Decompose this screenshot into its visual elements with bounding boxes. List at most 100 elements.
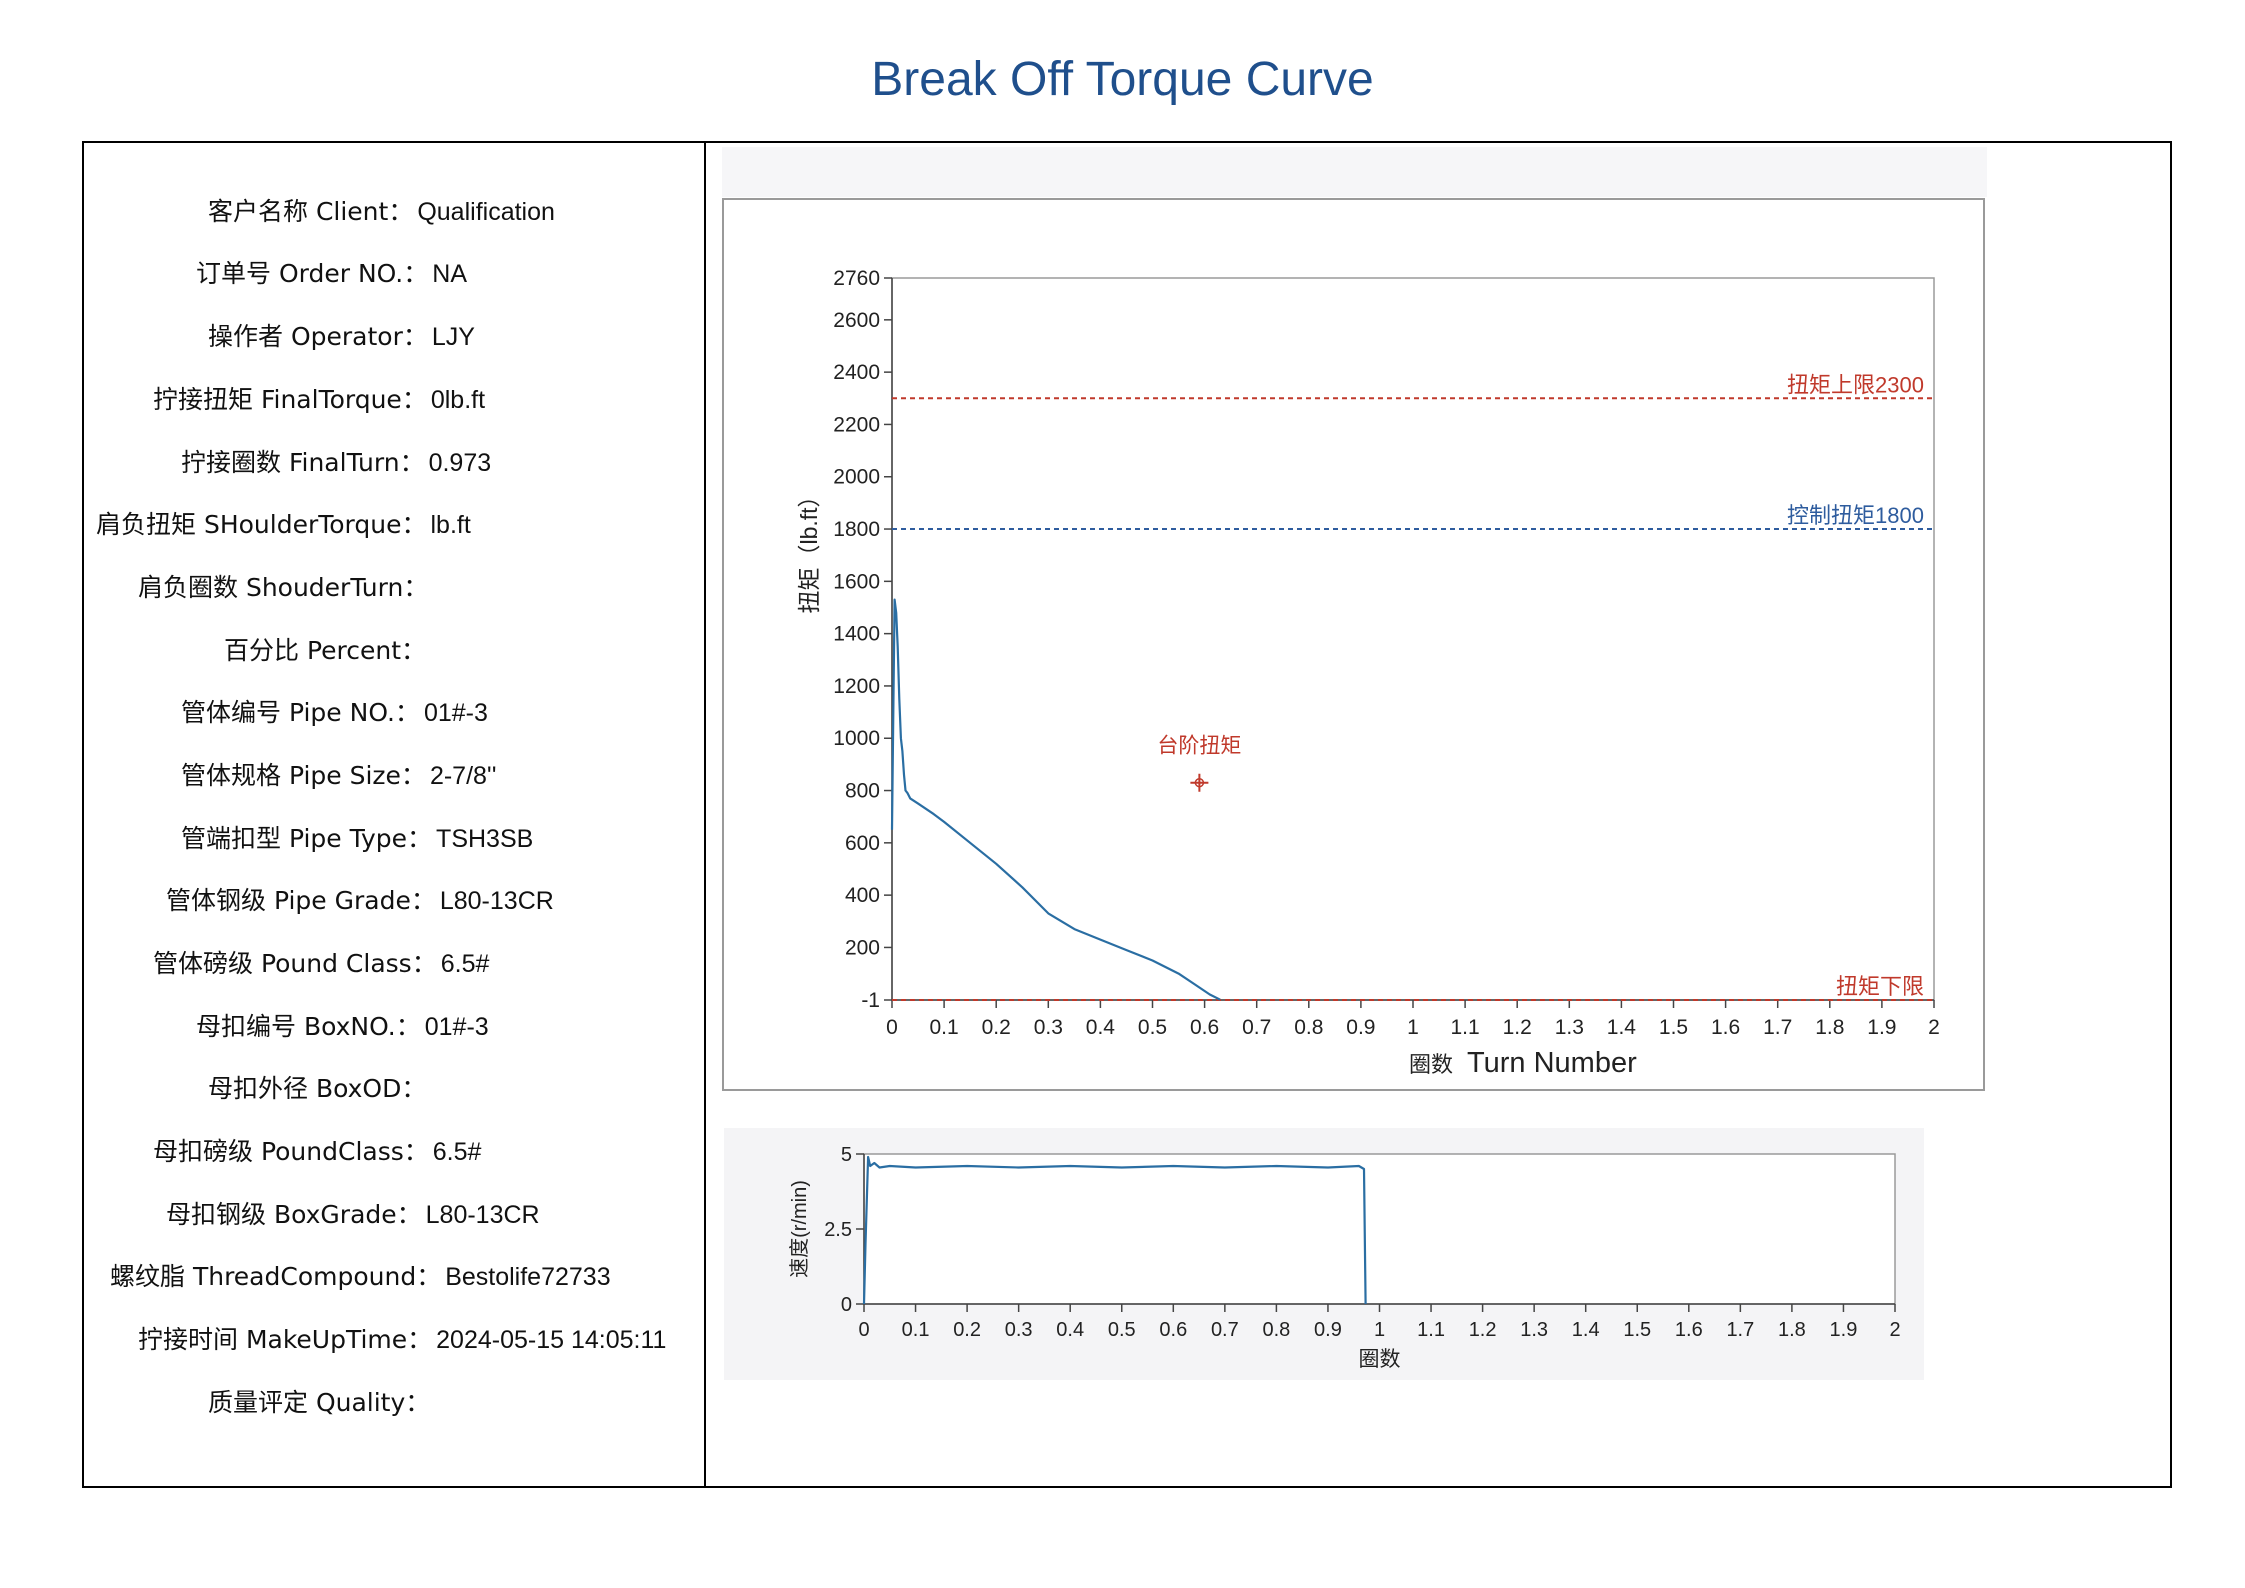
y-tick-label: 800 [845,780,880,803]
info-value: 2024-05-15 14:05:11 [436,1326,667,1354]
speed-x-tick-label: 1.6 [1675,1319,1703,1341]
speed-x-tick-label: 1.7 [1726,1319,1754,1341]
page-title: Break Off Torque Curve [871,53,1374,106]
y-tick-label: 2000 [833,466,880,489]
torque-chart: -120040060080010001200140016001800200022… [796,267,1940,1079]
y-tick-label: 1800 [833,518,880,541]
info-label: 母扣磅级 PoundClass： [153,1137,429,1166]
info-label: 操作者 Operator： [208,322,428,351]
info-value: 01#-3 [423,699,488,727]
speed-x-tick-label: 1.9 [1830,1319,1858,1341]
x-tick-label: 0 [886,1016,898,1039]
x-tick-label: 1.4 [1607,1016,1637,1039]
info-label: 母扣外径 BoxOD： [208,1074,427,1103]
speed-x-tick-label: 0.5 [1108,1319,1136,1341]
y-tick-label: 600 [845,832,880,855]
speed-y-axis-label: 速度(r/min) [788,1180,811,1278]
info-label: 拧接扭矩 FinalTorque： [153,385,427,414]
info-row: 管体磅级 Pound Class： 6.5# [153,944,489,980]
x-tick-label: 1.9 [1867,1016,1896,1039]
info-row: 操作者 Operator： LJY [208,317,475,353]
y-tick-label: 200 [845,936,880,959]
info-label: 管体钢级 Pipe Grade： [166,886,436,915]
info-value: 0.973 [428,449,492,477]
x-tick-label: 0.6 [1190,1016,1219,1039]
x-tick-label: 0.9 [1346,1016,1375,1039]
info-value: lb.ft [430,511,471,539]
speed-plot-area [863,1153,1896,1305]
y-tick-label: 400 [845,884,880,907]
speed-x-tick-label: 1.1 [1417,1319,1445,1341]
info-label: 百分比 Percent： [224,636,427,665]
info-label: 管体磅级 Pound Class： [153,949,437,978]
x-tick-label: 0.2 [982,1016,1011,1039]
info-label: 质量评定 Quality： [208,1388,431,1417]
info-value: TSH3SB [436,825,534,853]
speed-x-tick-label: 1.8 [1778,1319,1806,1341]
y-tick-label: 2200 [833,413,880,436]
speed-chart: 0 2.5 5 0 0.1 0.2 0.3 0.4 0.5 0.6 0.7 0.8 0.9 1 1.1 1.2… [788,1144,1901,1371]
y-tick-label: 2600 [833,309,880,332]
info-row: 母扣钢级 BoxGrade： L80-13CR [166,1195,540,1231]
speed-x-axis-label: 圈数 [1359,1348,1401,1371]
y-tick-label: 1600 [833,570,880,593]
info-row: 螺纹脂 ThreadCompound： Bestolife72733 [110,1257,611,1293]
info-row: 百分比 Percent： [224,631,430,667]
info-value: Qualification [417,198,555,226]
info-value: 01#-3 [424,1013,489,1041]
speed-x-tick-label: 0.6 [1159,1319,1187,1341]
info-label: 订单号 Order NO.： [196,259,429,288]
speed-y-tick-label: 2.5 [824,1219,852,1241]
annotation-marker [1190,773,1209,792]
speed-x-tick-label: 0.4 [1056,1319,1084,1341]
info-label: 拧接圈数 FinalTurn： [181,448,425,477]
annotation-label: 台阶扭矩 [1157,735,1241,758]
speed-x-tick-label: 0.3 [1005,1319,1033,1341]
speed-x-tick-label: 1 [1374,1319,1385,1341]
info-value: 6.5# [440,950,490,978]
y-tick-label: 2400 [833,361,880,384]
info-value: LJY [431,323,475,351]
reference-line-label: 控制扭矩1800 [1787,503,1924,528]
info-value: 6.5# [432,1138,482,1166]
plot-area [891,277,1935,1001]
x-tick-label: 1.8 [1815,1016,1844,1039]
x-tick-label: 1.7 [1763,1016,1792,1039]
info-row: 母扣磅级 PoundClass： 6.5# [153,1132,481,1168]
info-row: 管端扣型 Pipe Type： TSH3SB [181,819,533,855]
y-tick-label: -1 [861,989,880,1012]
info-label: 螺纹脂 ThreadCompound： [110,1262,442,1291]
info-row: 肩负扭矩 SHoulderTorque： lb.ft [96,505,471,541]
speed-x-tick-label: 0.1 [902,1319,930,1341]
speed-x-tick-label: 1.2 [1469,1319,1497,1341]
reference-line-label: 扭矩下限 [1836,974,1924,999]
info-label: 管端扣型 Pipe Type： [181,824,433,853]
info-row: 拧接圈数 FinalTurn： 0.973 [181,443,491,479]
info-row: 客户名称 Client： Qualification [208,192,555,228]
x-tick-label: 1.6 [1711,1016,1740,1039]
reference-line-label: 扭矩上限2300 [1787,372,1924,397]
speed-x-tick-label: 0.7 [1211,1319,1239,1341]
info-row: 拧接扭矩 FinalTorque： 0lb.ft [153,380,485,416]
chart-header-shade [722,147,1987,197]
speed-x-tick-label: 0.9 [1314,1319,1342,1341]
x-tick-label: 0.8 [1294,1016,1323,1039]
info-label: 母扣编号 BoxNO.： [196,1012,421,1041]
info-label: 肩负扭矩 SHoulderTorque： [96,510,427,539]
x-tick-label: 0.1 [929,1016,958,1039]
info-row: 拧接时间 MakeUpTime： 2024-05-15 14:05:11 [138,1320,666,1356]
info-value: Bestolife72733 [445,1263,611,1291]
info-value: 0lb.ft [430,386,486,414]
info-row: 管体钢级 Pipe Grade： L80-13CR [166,881,554,917]
info-row: 质量评定 Quality： [208,1383,434,1419]
info-value: L80-13CR [439,887,554,915]
y-tick-label: 2760 [833,267,880,290]
speed-x-tick-label: 1.4 [1572,1319,1600,1341]
x-tick-label: 0.5 [1138,1016,1167,1039]
x-tick-label: 0.3 [1034,1016,1063,1039]
x-tick-label: 1.3 [1555,1016,1584,1039]
speed-x-tick-label: 1.3 [1520,1319,1548,1341]
info-value: 2-7/8'' [429,762,497,790]
x-tick-label: 1.2 [1503,1016,1532,1039]
speed-x-tick-label: 0 [858,1319,869,1341]
